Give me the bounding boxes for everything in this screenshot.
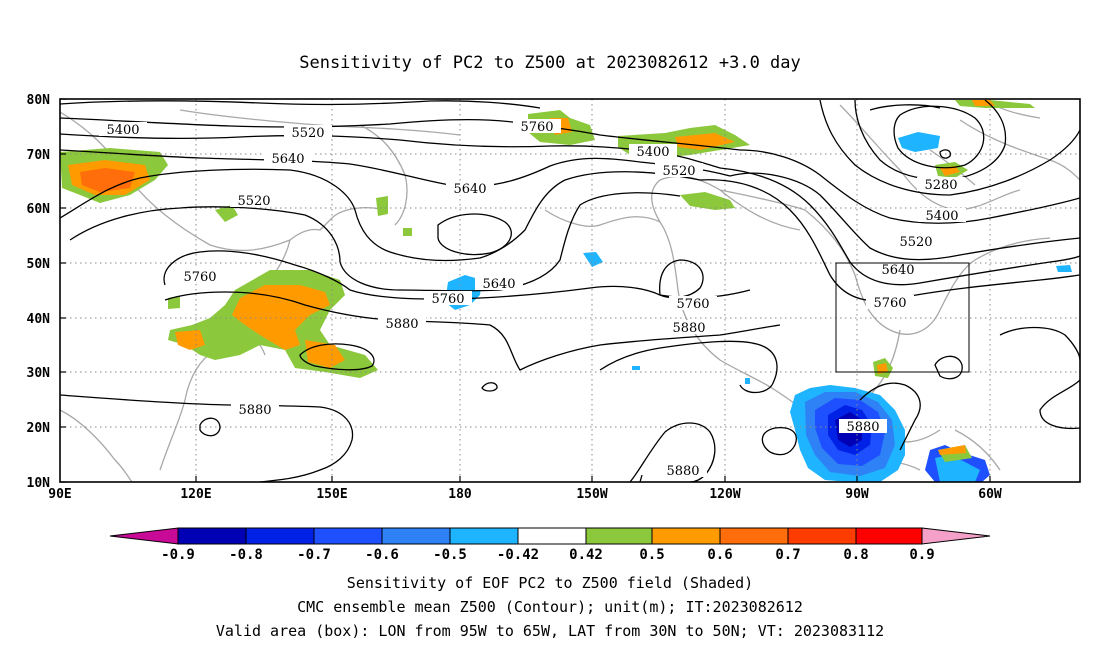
colorbar-label: -0.9 [161, 547, 195, 563]
axis-ticks [60, 98, 991, 483]
contour-label: 5880 [385, 317, 418, 332]
lat-label: 10N [27, 476, 51, 491]
colorbar-label: -0.7 [297, 547, 331, 563]
lat-label: 30N [27, 366, 51, 381]
colorbar-swatch [719, 527, 789, 545]
contour-label: 5640 [453, 182, 486, 197]
contour-label: 5880 [846, 420, 879, 435]
contour-label: 5520 [291, 126, 324, 141]
contour-label: 5640 [881, 263, 914, 278]
contour-label: 5760 [873, 296, 906, 311]
contour-label: 5880 [666, 464, 699, 479]
colorbar-labels: -0.9 -0.8 -0.7 -0.6 -0.5 -0.42 0.42 0.5 … [161, 547, 935, 563]
contour-label: 5880 [238, 403, 271, 418]
colorbar-swatch [651, 527, 721, 545]
lon-label: 150W [576, 487, 607, 502]
colorbar-label: 0.8 [843, 547, 868, 563]
lat-lon-grid [60, 99, 1080, 482]
latitude-labels: 80N 70N 60N 50N 40N 30N 20N 10N [27, 93, 51, 491]
colorbar-swatch [313, 527, 383, 545]
contour-label: 5400 [106, 123, 139, 138]
colorbar-label: 0.7 [775, 547, 800, 563]
longitude-labels: 90E 120E 150E 180 150W 120W 90W 60W [48, 487, 1002, 502]
colorbar-label: -0.5 [433, 547, 467, 563]
lat-label: 70N [27, 148, 51, 163]
colorbar-swatch [787, 527, 857, 545]
contour-label: 5760 [676, 297, 709, 312]
lon-label: 120E [180, 487, 211, 502]
colorbar-swatch [517, 527, 587, 545]
colorbar-swatch [585, 527, 653, 545]
map-title: Sensitivity of PC2 to Z500 at 2023082612… [299, 53, 801, 73]
map-area: 5400 5520 5640 5760 5400 5520 5640 5520 … [60, 99, 1080, 482]
lat-label: 80N [27, 93, 51, 108]
caption-line-3: Valid area (box): LON from 95W to 65W, L… [216, 622, 884, 640]
contour-label: 5880 [672, 321, 705, 336]
colorbar-label: -0.42 [497, 547, 539, 563]
colorbar-label: -0.8 [229, 547, 263, 563]
colorbar-swatch [855, 527, 923, 545]
contour-label: 5400 [925, 209, 958, 224]
caption: Sensitivity of EOF PC2 to Z500 field (Sh… [216, 574, 884, 640]
lat-label: 50N [27, 257, 51, 272]
valid-area-box [835, 262, 970, 373]
colorbar-swatch [245, 527, 315, 545]
lon-label: 90W [845, 487, 869, 502]
caption-line-1: Sensitivity of EOF PC2 to Z500 field (Sh… [347, 574, 753, 592]
contour-label: 5760 [431, 292, 464, 307]
contour-label: 5640 [482, 277, 515, 292]
z500-contours [60, 99, 1080, 482]
map-frame [59, 98, 1081, 483]
colorbar-end-right [921, 527, 991, 545]
lat-label: 40N [27, 312, 51, 327]
colorbar-label: 0.6 [707, 547, 732, 563]
contour-label: 5280 [924, 178, 957, 193]
contour-label: 5520 [899, 235, 932, 250]
contour-label: 5520 [237, 194, 270, 209]
contour-label: 5760 [520, 120, 553, 135]
contour-label: 5520 [662, 164, 695, 179]
colorbar-label: 0.42 [569, 547, 603, 563]
lon-label: 120W [709, 487, 740, 502]
colorbar-swatch [177, 527, 247, 545]
colorbar [109, 527, 991, 545]
colorbar-label: -0.6 [365, 547, 399, 563]
contour-labels: 5400 5520 5640 5760 5400 5520 5640 5520 … [99, 119, 966, 479]
lon-label: 60W [978, 487, 1002, 502]
colorbar-swatch [449, 527, 519, 545]
colorbar-label: 0.9 [909, 547, 934, 563]
lon-label: 150E [316, 487, 347, 502]
colorbar-swatch [381, 527, 451, 545]
contour-label: 5400 [636, 145, 669, 160]
colorbar-label: 0.5 [639, 547, 664, 563]
sensitivity-shading [60, 100, 1072, 482]
lon-label: 90E [48, 487, 71, 502]
contour-label: 5760 [183, 270, 216, 285]
contour-label: 5640 [271, 152, 304, 167]
lat-label: 20N [27, 421, 51, 436]
lat-label: 60N [27, 202, 51, 217]
lon-label: 180 [448, 487, 472, 502]
colorbar-end-left [109, 527, 179, 545]
caption-line-2: CMC ensemble mean Z500 (Contour); unit(m… [297, 598, 803, 616]
